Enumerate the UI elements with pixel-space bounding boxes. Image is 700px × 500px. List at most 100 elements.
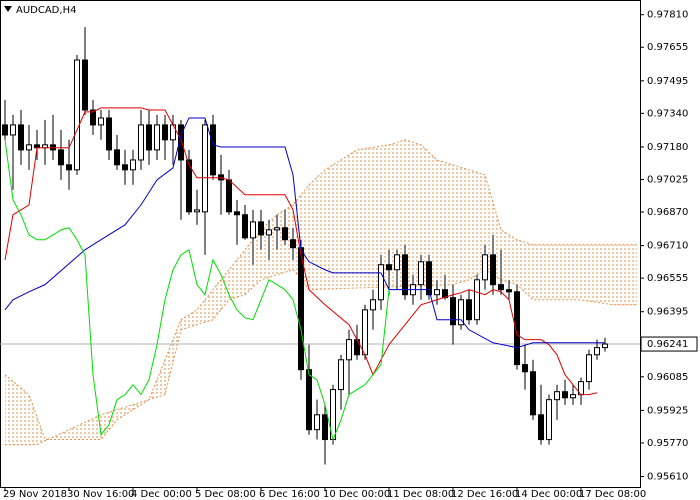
y-tick-label: 0.96710 — [647, 241, 688, 252]
y-tick-label: 0.97180 — [647, 142, 688, 153]
candle-body — [178, 124, 184, 161]
candle-body — [122, 164, 128, 171]
candle-body — [18, 124, 24, 151]
x-tick-label: 14 Dec 00:00 — [515, 489, 582, 500]
candle-body — [498, 284, 504, 291]
candle-body — [114, 149, 120, 166]
candle-body — [298, 247, 304, 371]
x-tick-label: 5 Dec 08:00 — [195, 489, 256, 500]
candle-body — [402, 254, 408, 296]
candle-body — [2, 124, 8, 136]
y-tick-label: 0.97655 — [647, 42, 688, 53]
candle-body — [594, 347, 600, 356]
candle-body — [138, 124, 144, 161]
x-tick-label: 10 Dec 00:00 — [323, 489, 390, 500]
candle-body — [146, 124, 152, 151]
candle-body — [202, 124, 208, 213]
y-tick-label: 0.97025 — [647, 174, 688, 185]
span-b-line — [5, 269, 637, 446]
x-tick-label: 29 Nov 2018 — [3, 489, 67, 500]
candle-body — [522, 364, 528, 373]
indicator-line — [4, 107, 598, 396]
candle-body — [210, 124, 216, 176]
cloud-fill — [5, 139, 637, 445]
y-tick-label: 0.95770 — [647, 438, 688, 449]
candle-body — [466, 299, 472, 321]
x-tick-label: 17 Dec 08:00 — [579, 489, 646, 500]
candle-body — [258, 221, 264, 236]
y-tick-label: 0.96555 — [647, 273, 688, 284]
candle-body — [490, 254, 496, 286]
candle-body — [242, 214, 248, 239]
candle-body — [562, 391, 568, 399]
candle-body — [482, 254, 488, 281]
candle-body — [450, 297, 456, 326]
candle-body — [602, 343, 608, 349]
candle-body — [58, 149, 64, 166]
candle-body — [506, 289, 512, 293]
candle-body — [314, 414, 320, 431]
y-tick-label: 0.95610 — [647, 472, 688, 483]
candle-body — [10, 124, 16, 136]
indicator-line — [4, 139, 390, 442]
candle-body — [274, 227, 280, 231]
candle-body — [90, 109, 96, 126]
x-tick-label: 6 Dec 16:00 — [259, 489, 320, 500]
candle-body — [346, 339, 352, 361]
x-tick-label: 12 Dec 16:00 — [451, 489, 518, 500]
candle-body — [546, 399, 552, 441]
candle-body — [378, 264, 384, 301]
x-tick-label: 11 Dec 08:00 — [387, 489, 454, 500]
y-tick-label: 0.96395 — [647, 307, 688, 318]
candle-body — [250, 221, 256, 239]
candle-body — [386, 264, 392, 271]
candle-body — [26, 144, 32, 151]
x-tick-label: 4 Dec 00:00 — [131, 489, 192, 500]
candle-body — [234, 211, 240, 216]
symbol-icon — [4, 6, 12, 12]
y-tick-label: 0.97340 — [647, 108, 688, 119]
candle-body — [554, 391, 560, 401]
candle-body — [514, 291, 520, 366]
candle-body — [130, 159, 136, 171]
candle-body — [74, 59, 80, 171]
y-tick-label: 0.97810 — [647, 10, 688, 21]
candle-body — [586, 354, 592, 383]
candle-body — [418, 261, 424, 286]
candle-body — [290, 239, 296, 249]
chart-title: AUDCAD,H4 — [16, 5, 76, 16]
candle-body — [66, 164, 72, 171]
candle-body — [266, 229, 272, 236]
candle-body — [434, 289, 440, 296]
candle-body — [458, 299, 464, 326]
candle-body — [106, 117, 112, 151]
x-tick-label: 30 Nov 16:00 — [67, 489, 134, 500]
candle-body — [338, 359, 344, 391]
candle-body — [474, 279, 480, 321]
candle-body — [306, 369, 312, 431]
candle-body — [82, 59, 88, 111]
y-tick-label: 0.97495 — [647, 76, 688, 87]
candle-body — [322, 414, 328, 441]
y-tick-label: 0.96870 — [647, 207, 688, 218]
candle-body — [162, 124, 168, 141]
candle-body — [530, 371, 536, 416]
candle-body — [570, 394, 576, 399]
candle-body — [154, 124, 160, 151]
indicator-line — [4, 117, 605, 349]
candle-body — [426, 261, 432, 296]
candle-body — [226, 179, 232, 213]
candle-body — [186, 159, 192, 213]
span-a-line — [4, 139, 637, 441]
y-tick-label: 0.96085 — [647, 372, 688, 383]
y-tick-label: 0.95925 — [647, 405, 688, 416]
candle-body — [370, 299, 376, 311]
candle-body — [538, 414, 544, 441]
candle-body — [362, 309, 368, 356]
last-price-label: 0.96241 — [647, 339, 688, 350]
last-price-box — [640, 336, 698, 352]
candle-body — [98, 117, 104, 126]
candle-body — [282, 227, 288, 241]
